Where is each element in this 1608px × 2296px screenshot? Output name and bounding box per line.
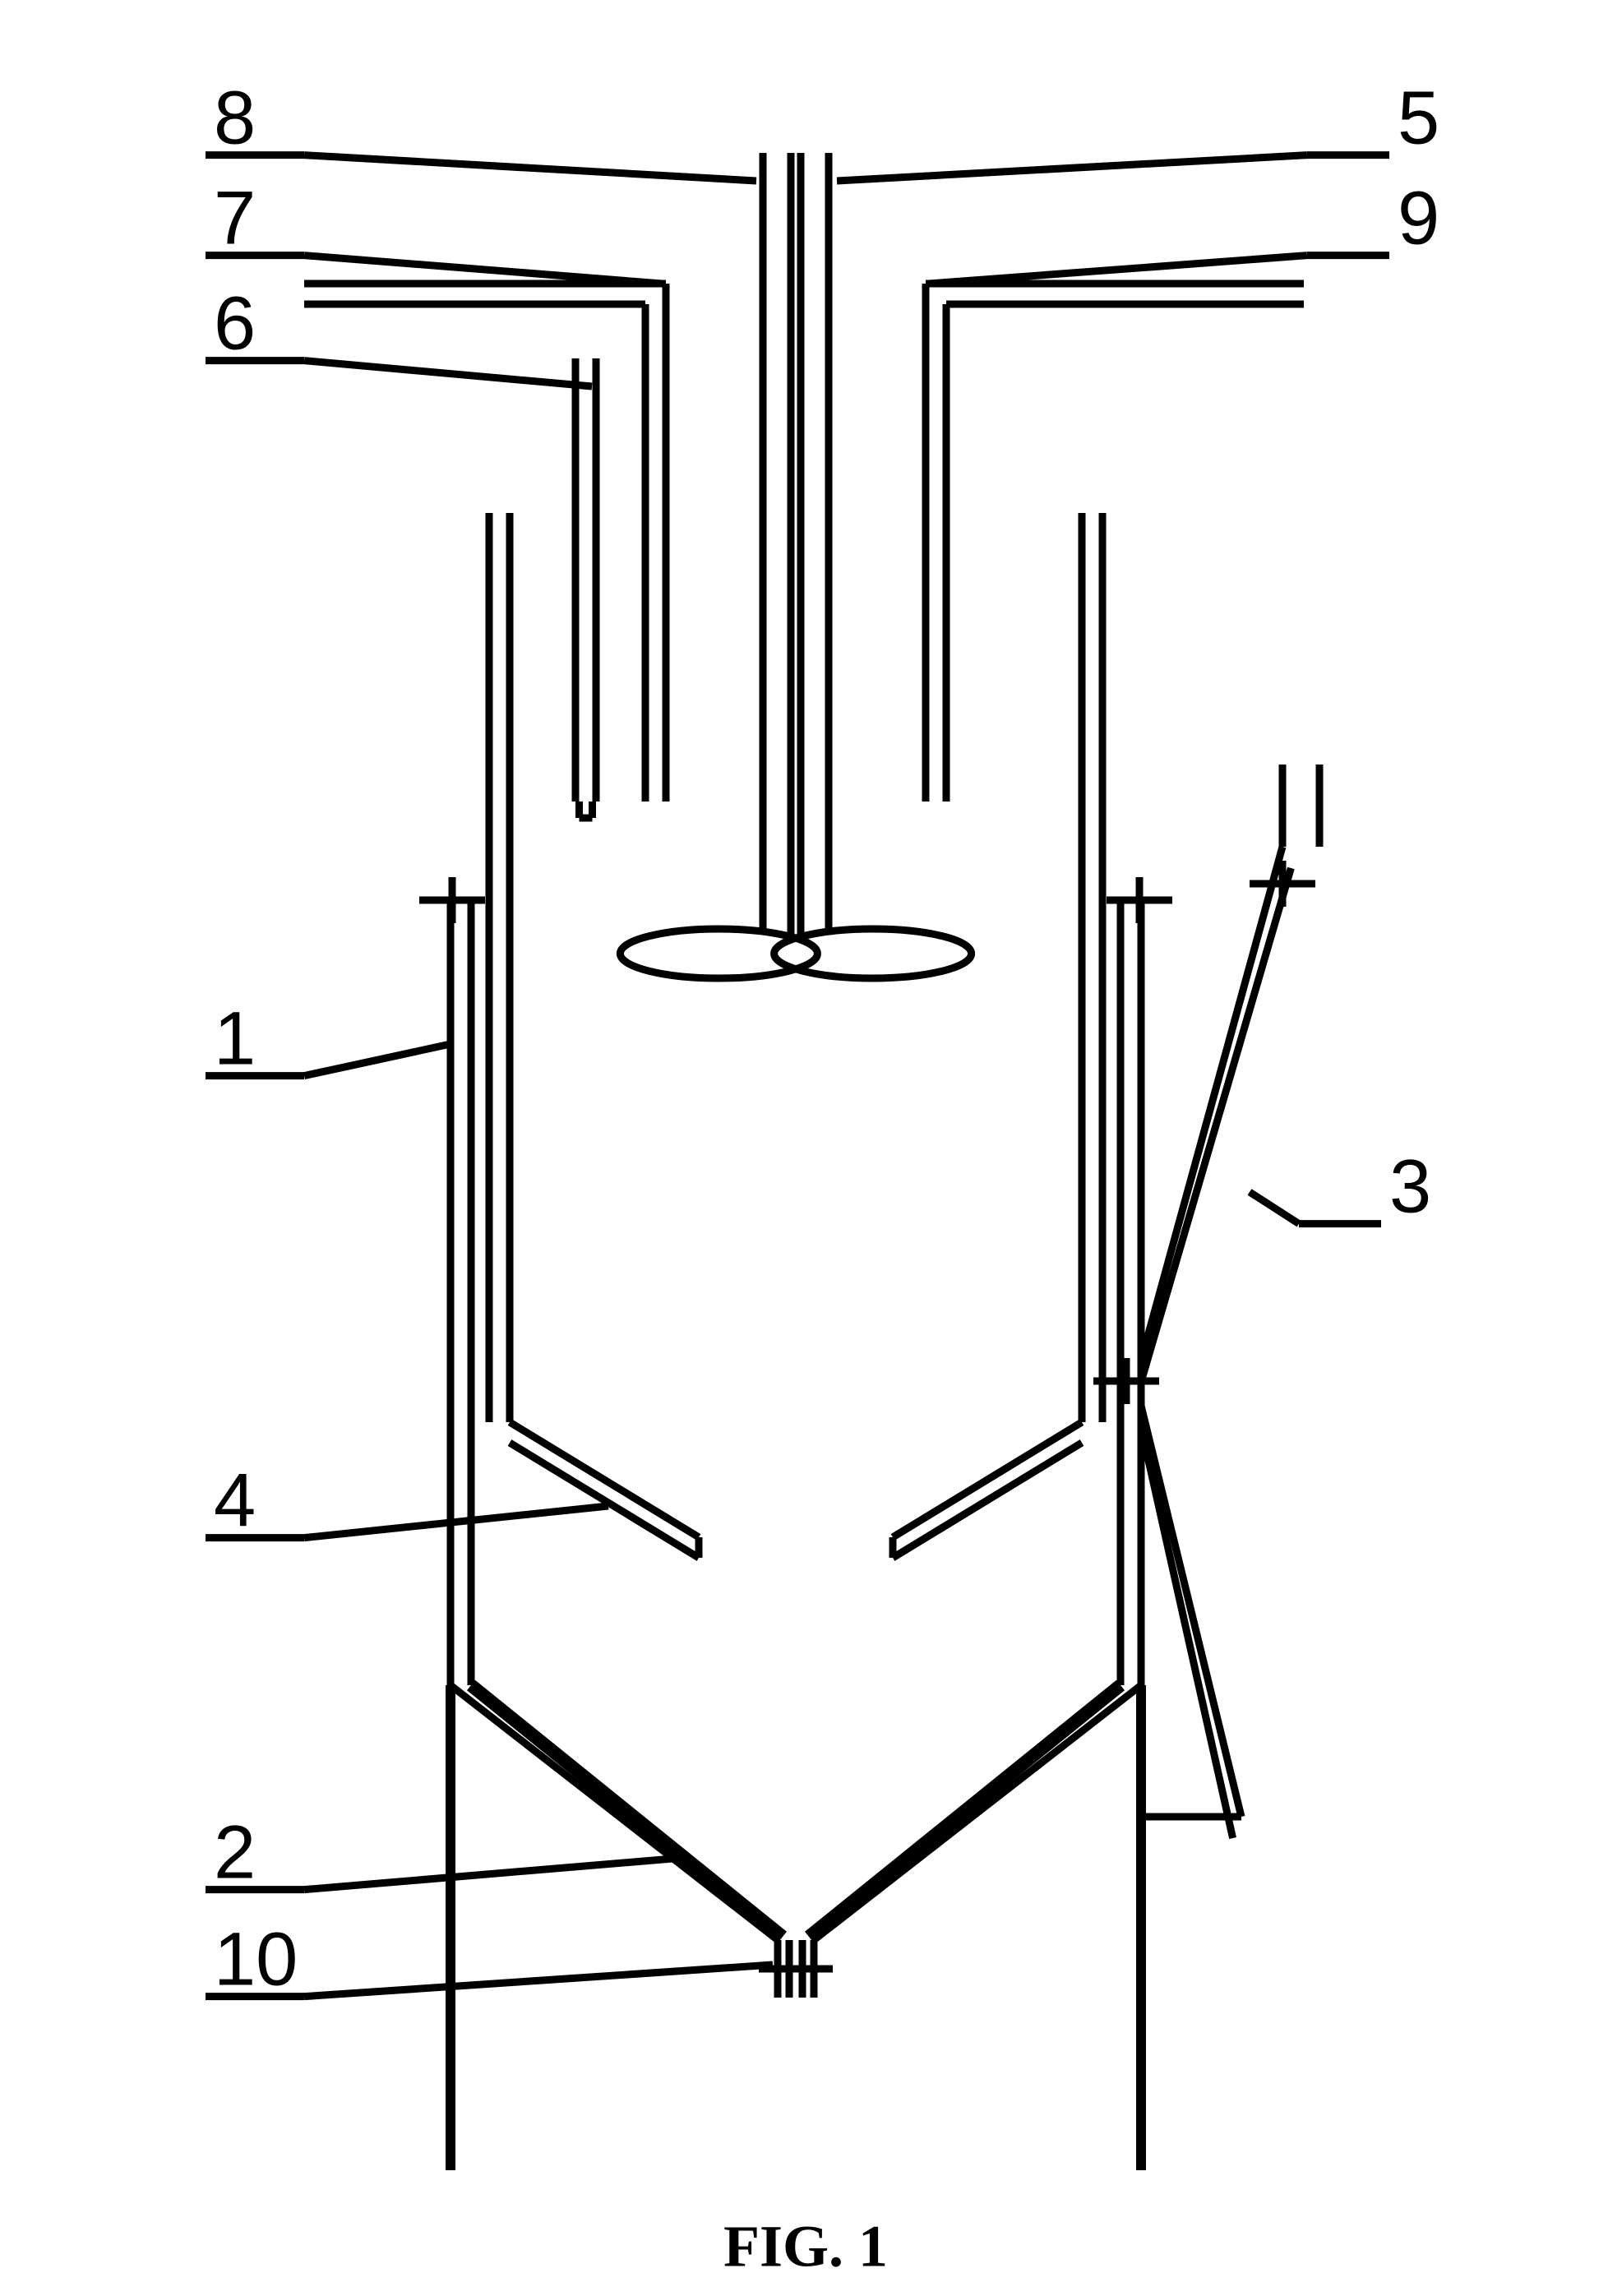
label-9: 9 [1398,176,1439,260]
label-1: 1 [214,996,256,1080]
figure-caption: FIG. 1 [723,2214,888,2280]
label-3: 3 [1389,1144,1431,1228]
label-6: 6 [214,281,256,365]
label-8: 8 [214,76,256,159]
label-7: 7 [214,176,256,260]
label-10: 10 [214,1917,298,2001]
technical-diagram: 1 2 3 4 5 6 7 8 9 10 FIG. 1 [0,0,1608,2296]
label-2: 2 [214,1810,256,1894]
label-4: 4 [214,1458,256,1542]
label-5: 5 [1398,76,1439,159]
